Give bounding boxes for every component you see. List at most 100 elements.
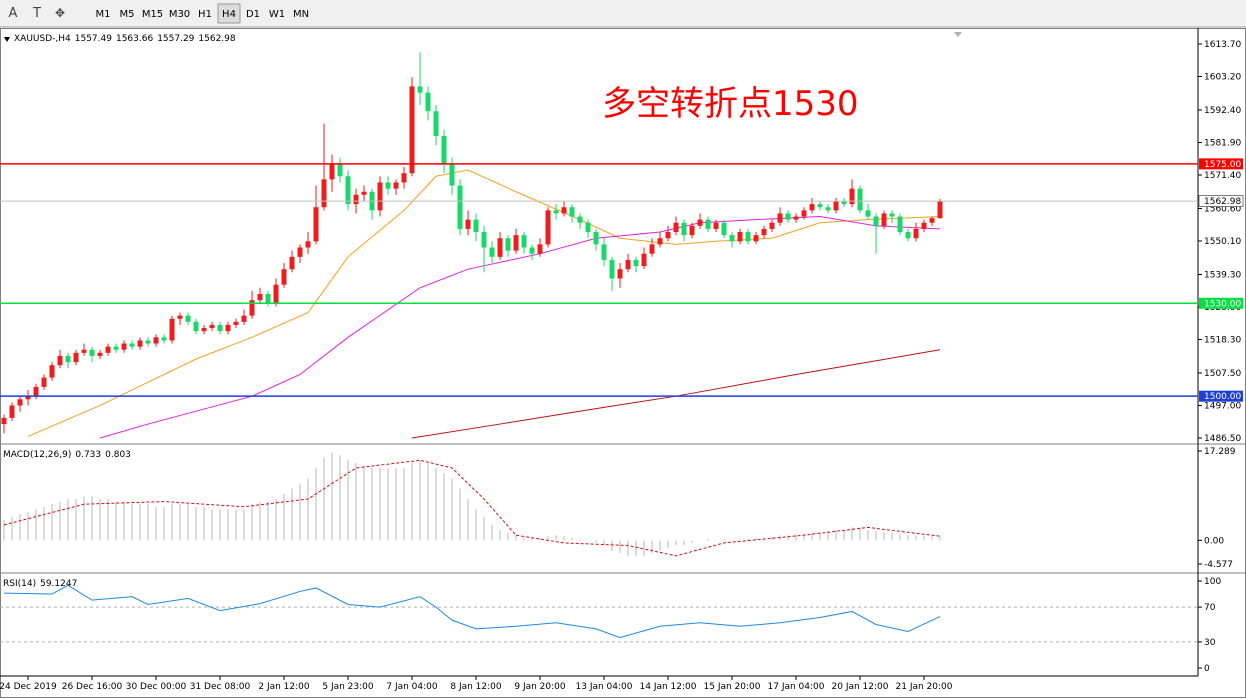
candle-body [521, 235, 527, 248]
candle-body [801, 210, 807, 217]
candle-body [545, 210, 551, 245]
indicator-name: MACD(12,26,9) [3, 450, 71, 460]
x-tick-label: 21 Jan 20:00 [896, 682, 953, 692]
indicator-name: RSI(14) [3, 579, 36, 589]
candle-body [849, 188, 855, 205]
y-tick-label: 1571.40 [1204, 171, 1241, 181]
timeframe-label: H4 [222, 9, 236, 20]
timeframe-button[interactable] [217, 3, 241, 24]
price-tag [1198, 195, 1244, 207]
rsi-line [3, 584, 941, 639]
candle-body [929, 218, 935, 223]
candle-body [377, 182, 383, 211]
candle-body [25, 396, 31, 400]
y-tick-label: 1581.90 [1204, 139, 1241, 149]
indicator-title: RSI(14) 59.1247 [3, 579, 77, 589]
candle-body [297, 247, 303, 257]
timeframe-button[interactable] [266, 4, 288, 23]
timeframe-button[interactable] [140, 4, 165, 23]
candle-body [865, 210, 871, 217]
timeframe-button[interactable] [290, 4, 312, 23]
candle-body [529, 247, 535, 254]
level-label: 1500.00 [1204, 392, 1241, 402]
timeframe-button[interactable] [194, 4, 216, 23]
timeframe-button[interactable] [116, 4, 138, 23]
candle-body [249, 300, 255, 316]
timeframe-button[interactable] [92, 4, 114, 23]
candle-body [753, 235, 759, 242]
candle-body [889, 213, 895, 217]
x-tick-label: 26 Dec 16:00 [62, 682, 123, 692]
y-tick-label: 1518.30 [1204, 336, 1241, 346]
timeframe-label: M30 [169, 9, 190, 20]
candle-body [81, 349, 87, 353]
moving-average [27, 169, 941, 437]
shift-marker [954, 32, 962, 37]
candle-body [569, 207, 575, 217]
candle-body [41, 377, 47, 387]
candle-body [633, 259, 639, 267]
candle-body [489, 247, 495, 257]
x-tick-label: 9 Jan 20:00 [514, 682, 566, 692]
candle-body [313, 207, 319, 242]
candle-body [905, 232, 911, 239]
candle-body [697, 219, 703, 226]
y-tick-label: 1497.00 [1204, 401, 1241, 411]
candle-body [553, 210, 559, 214]
indicator-title: MACD(12,26,9) 0.733 0.803 [3, 450, 131, 460]
candle-body [385, 182, 391, 189]
candle-body [113, 346, 119, 350]
ohlc-value: 1563.66 [116, 34, 153, 44]
candle-body [425, 92, 431, 112]
candle-body [649, 244, 655, 254]
candle-body [513, 235, 519, 251]
timeframe-label: MN [293, 9, 309, 20]
candle-body [913, 228, 919, 239]
y-tick-label: 1539.30 [1204, 270, 1241, 280]
candle-body [705, 219, 711, 229]
candle-body [105, 346, 111, 353]
x-tick-label: 8 Jan 12:00 [450, 682, 502, 692]
candle-body [289, 256, 295, 270]
price-label: 1562.98 [1204, 197, 1241, 207]
candle-body [721, 222, 727, 236]
candle-body [617, 269, 623, 279]
indicator-value: 0.803 [105, 450, 131, 460]
tool-button[interactable] [28, 3, 46, 23]
indicator-value: 0.733 [75, 450, 101, 460]
candle-body [433, 111, 439, 136]
tool-icon: ✥ [55, 6, 65, 20]
candle-body [745, 232, 751, 242]
candle-body [937, 201, 943, 219]
candle-body [1, 417, 7, 425]
candle-body [361, 191, 367, 195]
candle-body [177, 315, 183, 319]
candle-body [17, 399, 23, 406]
timeframe-button[interactable] [242, 4, 264, 23]
candle-body [897, 216, 903, 233]
tool-icon: A [9, 6, 18, 21]
x-tick-label: 30 Dec 00:00 [126, 682, 187, 692]
candle-body [441, 135, 447, 164]
candle-body [145, 340, 151, 344]
candle-body [329, 163, 335, 180]
ohlc-value: 1557.49 [75, 34, 112, 44]
y-tick-label: 1550.10 [1204, 237, 1241, 247]
tool-button[interactable] [4, 3, 22, 23]
candle-body [537, 244, 543, 254]
candle-body [473, 219, 479, 233]
timeframe-button[interactable] [167, 4, 192, 23]
candle-body [273, 284, 279, 304]
candle-body [153, 337, 159, 344]
candle-body [761, 228, 767, 236]
candle-body [337, 163, 343, 177]
chart-header: XAUUSD-,H4 1557.49 1563.66 1557.29 1562.98 [14, 34, 236, 44]
x-tick-label: 14 Jan 12:00 [640, 682, 697, 692]
candle-body [737, 232, 743, 242]
candle-body [593, 232, 599, 245]
candle-body [585, 222, 591, 233]
timeframe-label: M1 [96, 9, 111, 20]
y-tick-label: 1486.50 [1204, 434, 1241, 444]
candle-body [873, 216, 879, 226]
